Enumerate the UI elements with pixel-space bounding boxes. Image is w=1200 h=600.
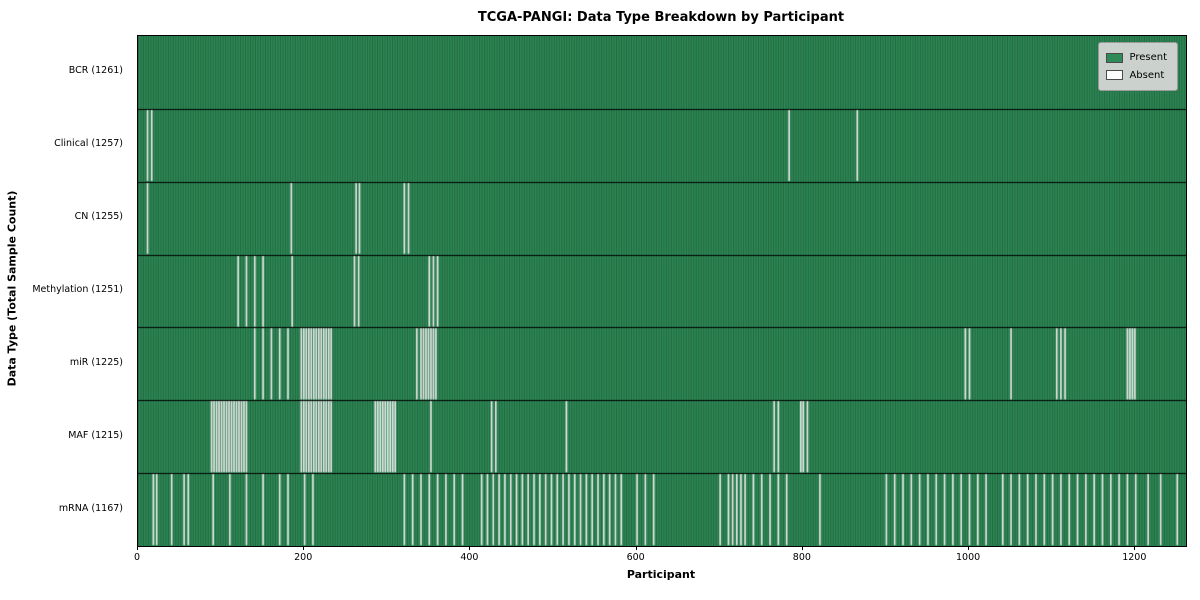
x-tick-label: 800	[792, 552, 811, 563]
y-tick-label: miR (1225)	[69, 356, 123, 368]
y-tick-label: mRNA (1167)	[58, 502, 123, 514]
y-tick-label: MAF (1215)	[68, 429, 123, 441]
x-tick-mark	[635, 546, 637, 550]
x-tick-label: 0	[133, 552, 141, 563]
x-tick-label: 600	[626, 552, 645, 563]
plot-area: Present Absent	[137, 35, 1187, 547]
legend-item-absent: Absent	[1106, 68, 1167, 84]
legend-swatch-present-icon	[1106, 52, 1124, 63]
x-tick-mark	[137, 546, 138, 550]
legend-label-absent: Absent	[1129, 69, 1165, 81]
x-tick-labels: 0 200 400 600 800 1000 1200	[134, 546, 1185, 566]
x-tick-mark	[303, 546, 305, 550]
x-tick-label: 1200	[1122, 552, 1147, 563]
x-axis-label: Participant	[626, 568, 696, 581]
x-tick-label: 200	[294, 552, 313, 563]
y-tick-labels: BCR (1261) Clinical (1257) CN (1255) Methyl…	[0, 35, 130, 545]
legend-label-present: Present	[1129, 52, 1167, 63]
x-tick-mark	[801, 546, 803, 550]
x-tick-mark	[1134, 546, 1136, 550]
y-tick-label: CN (1255)	[74, 211, 123, 223]
chart-title: TCGA-PANGI: Data Type Breakdown by Parti…	[477, 10, 845, 25]
legend: Present Absent	[1098, 42, 1178, 91]
x-tick-label: 400	[460, 552, 479, 563]
heatmap-canvas	[138, 36, 1186, 546]
y-tick-label: BCR (1261)	[68, 65, 123, 77]
x-tick-mark	[469, 546, 471, 550]
x-tick-label: 1000	[955, 552, 981, 563]
legend-item-present: Present	[1106, 50, 1167, 66]
y-tick-label: Clinical (1257)	[54, 138, 123, 150]
y-tick-label: Methylation (1251)	[32, 284, 123, 295]
x-tick-mark	[968, 546, 970, 550]
legend-swatch-absent-icon	[1106, 70, 1124, 81]
